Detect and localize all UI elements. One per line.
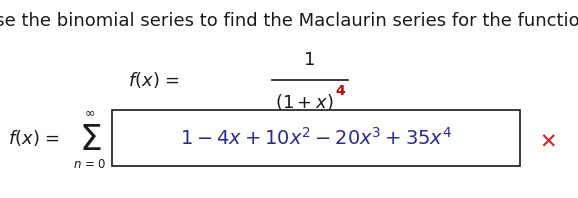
Text: $\mathit{f(x)}$ =: $\mathit{f(x)}$ =	[8, 128, 60, 148]
Text: ✕: ✕	[539, 133, 557, 153]
Text: 4: 4	[335, 84, 345, 98]
Text: Use the binomial series to find the Maclaurin series for the function.: Use the binomial series to find the Macl…	[0, 12, 578, 30]
Text: $\Sigma$: $\Sigma$	[79, 123, 101, 157]
Text: $(1 + \mathit{x})$: $(1 + \mathit{x})$	[275, 92, 334, 112]
Text: 1: 1	[304, 51, 316, 69]
Text: $1 - 4\mathit{x} + 10\mathit{x}^{2} - 20\mathit{x}^{3} + 35\mathit{x}^{4}$: $1 - 4\mathit{x} + 10\mathit{x}^{2} - 20…	[180, 127, 452, 149]
Text: $\mathit{n}$ = 0: $\mathit{n}$ = 0	[73, 157, 107, 170]
Text: $\infty$: $\infty$	[84, 107, 95, 120]
Text: $\mathit{f(x)}$ =: $\mathit{f(x)}$ =	[128, 70, 180, 90]
Bar	[112, 110, 520, 166]
